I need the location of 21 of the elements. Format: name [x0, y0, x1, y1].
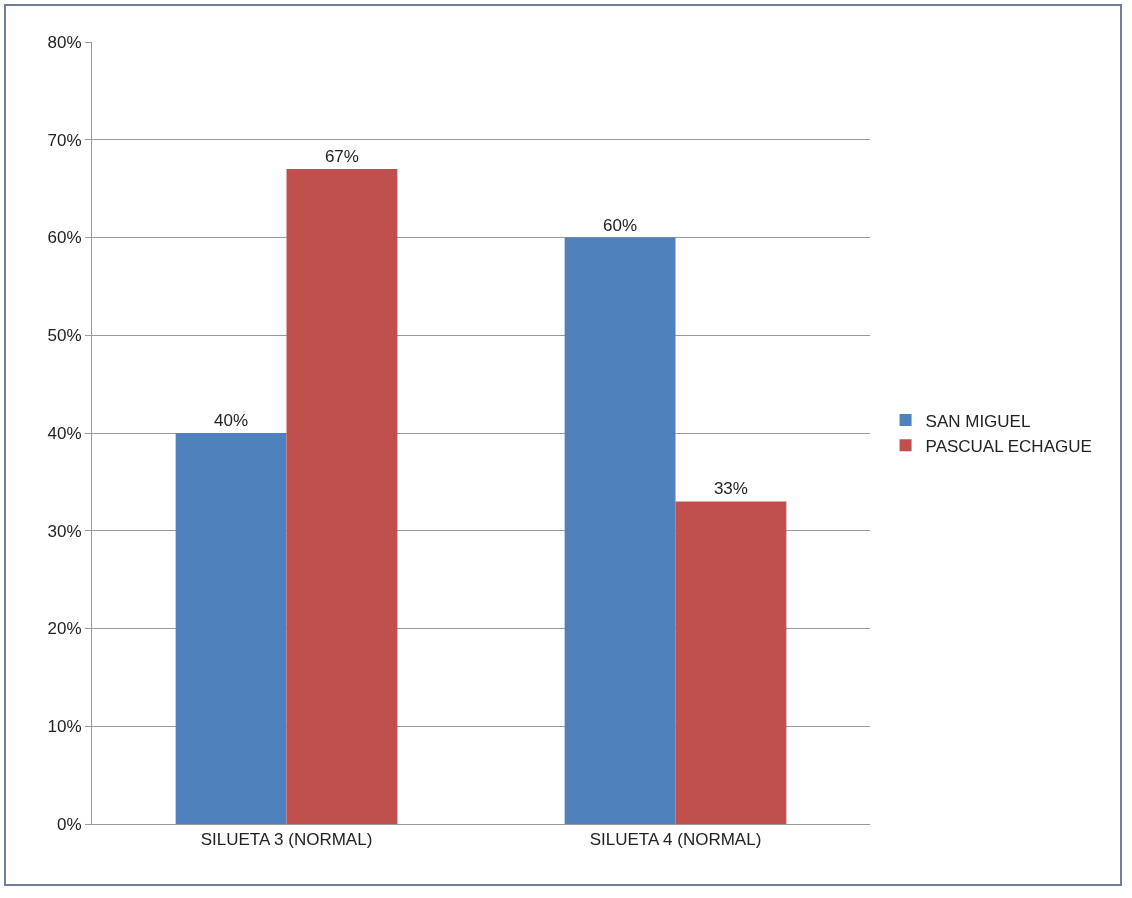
- y-tick-label: 10%: [47, 717, 82, 737]
- data-label: 33%: [713, 479, 748, 499]
- y-tick-label: 60%: [47, 228, 82, 248]
- data-label: 67%: [324, 147, 359, 167]
- bar: [675, 501, 787, 824]
- y-tick-label: 80%: [47, 32, 82, 52]
- legend-label: PASCUAL ECHAGUE: [925, 436, 1092, 456]
- y-tick-label: 30%: [47, 521, 82, 541]
- x-tick-label: SILUETA 4 (NORMAL): [589, 830, 762, 850]
- y-tick-label: 50%: [47, 326, 82, 346]
- y-tick-label: 0%: [57, 814, 82, 834]
- y-tick-label: 20%: [47, 619, 82, 639]
- bar: [175, 433, 287, 824]
- x-tick-label: SILUETA 3 (NORMAL): [200, 830, 373, 850]
- bar: [286, 169, 398, 824]
- bar: [564, 237, 676, 824]
- y-tick-label: 40%: [47, 423, 82, 443]
- data-label: 40%: [214, 411, 249, 430]
- legend-label: SAN MIGUEL: [925, 411, 1031, 431]
- y-tick-label: 70%: [47, 130, 82, 150]
- data-label: 60%: [603, 215, 638, 235]
